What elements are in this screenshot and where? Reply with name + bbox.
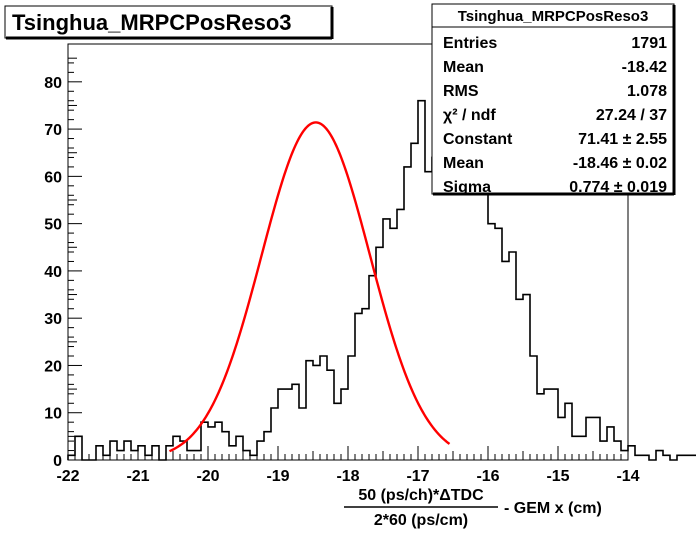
x-tick-label: -20 bbox=[196, 468, 219, 485]
stats-row-label: Entries bbox=[443, 35, 497, 52]
x-tick-label: -15 bbox=[546, 468, 569, 485]
x-tick-label: -22 bbox=[56, 468, 79, 485]
y-tick-label: 10 bbox=[44, 406, 62, 423]
stats-row-label: RMS bbox=[443, 83, 479, 100]
x-tick-label: -16 bbox=[476, 468, 499, 485]
histogram-series bbox=[67, 62, 696, 461]
stats-row-label: χ² / ndf bbox=[443, 107, 496, 124]
x-label-suffix: - GEM x (cm) bbox=[504, 500, 602, 517]
y-tick-label: 60 bbox=[44, 169, 62, 186]
stats-row-value: 27.24 / 37 bbox=[596, 107, 667, 124]
stats-box: Tsinghua_MRPCPosReso3 Entries 1791 Mean -18… bbox=[431, 3, 676, 196]
y-tick-label: 40 bbox=[44, 264, 62, 281]
y-tick-label: 50 bbox=[44, 217, 62, 234]
x-tick-label: -17 bbox=[406, 468, 429, 485]
y-tick-label: 0 bbox=[53, 453, 62, 470]
x-tick-label: -19 bbox=[266, 468, 289, 485]
stats-row-value: 1.078 bbox=[627, 83, 667, 100]
x-label-denominator: 2*60 (ps/cm) bbox=[374, 512, 468, 529]
y-tick-label: 70 bbox=[44, 122, 62, 139]
stats-row-label: Constant bbox=[443, 131, 513, 148]
y-tick-label: 20 bbox=[44, 358, 62, 375]
stats-row-value: 1791 bbox=[631, 35, 667, 52]
y-tick-labels: 0 10 20 30 40 50 60 70 80 bbox=[44, 75, 62, 470]
x-tick-label: -14 bbox=[616, 468, 639, 485]
y-tick-label: 80 bbox=[44, 75, 62, 92]
x-tick-labels: -22 -21 -20 -19 -18 -17 -16 -15 -14 bbox=[56, 468, 639, 485]
stats-row-value: -18.46 ± 0.02 bbox=[573, 155, 667, 172]
stats-row-label: Mean bbox=[443, 59, 484, 76]
stats-row-value: -18.42 bbox=[622, 59, 667, 76]
stats-row-value: 0.774 ± 0.019 bbox=[569, 179, 667, 196]
title-box: Tsinghua_MRPCPosReso3 bbox=[4, 5, 334, 40]
stats-row-label: Mean bbox=[443, 155, 484, 172]
chart-title: Tsinghua_MRPCPosReso3 bbox=[12, 10, 292, 35]
x-tick-label: -18 bbox=[336, 468, 359, 485]
stats-box-title: Tsinghua_MRPCPosReso3 bbox=[458, 8, 649, 25]
stats-row-value: 71.41 ± 2.55 bbox=[578, 131, 667, 148]
stats-rows: Entries 1791 Mean -18.42 RMS 1.078 χ² / ndf 27.… bbox=[443, 35, 667, 196]
x-label-numerator: 50 (ps/ch)*ΔTDC bbox=[358, 487, 484, 504]
y-tick-label: 30 bbox=[44, 311, 62, 328]
gaussian-fit-curve bbox=[169, 121, 451, 453]
x-tick-label: -21 bbox=[126, 468, 149, 485]
x-axis-label: 50 (ps/ch)*ΔTDC 2*60 (ps/cm) - GEM x (cm… bbox=[344, 487, 602, 529]
stats-row-label: Sigma bbox=[443, 179, 491, 196]
